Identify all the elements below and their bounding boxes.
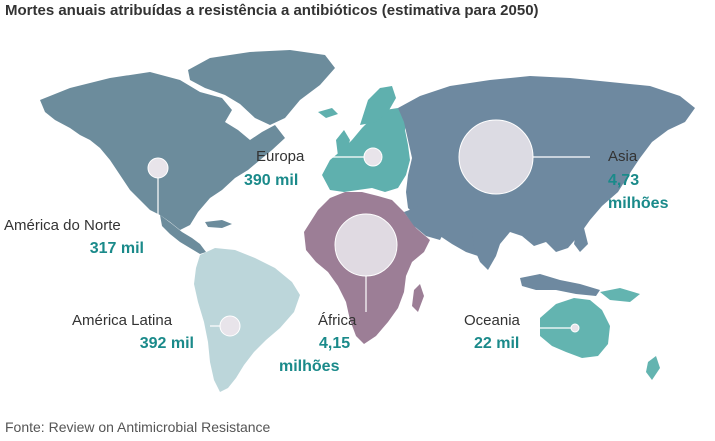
north-america-marker: [147, 157, 169, 220]
africa-value-line1: 4,15: [319, 335, 351, 352]
source-note: Fonte: Review on Antimicrobial Resistanc…: [5, 419, 271, 435]
madagascar-shape: [412, 284, 424, 312]
greenland-shape: [188, 50, 335, 125]
oceania-name: Oceania: [464, 312, 520, 329]
asia-value-line2: milhões: [608, 195, 669, 212]
new-zealand-shape: [646, 356, 660, 380]
new-guinea-shape: [600, 288, 640, 302]
arabia-shape: [404, 206, 446, 240]
africa-name: África: [318, 312, 357, 329]
india-shape: [472, 228, 502, 270]
oceania-marker: [536, 323, 580, 333]
europe-name: Europa: [256, 148, 305, 165]
oceania-value: 22 mil: [474, 335, 520, 352]
europe-marker: [329, 147, 383, 167]
philippines-shape: [574, 228, 588, 252]
asia-name: Asia: [608, 148, 638, 165]
uk-shape: [336, 130, 350, 156]
caribbean-shape: [205, 220, 232, 228]
latin-america-shape: [194, 248, 300, 392]
iceland-shape: [318, 108, 338, 118]
latin-america-value: 392 mil: [139, 335, 194, 352]
europe-value: 390 mil: [244, 172, 299, 189]
latin-america-name: América Latina: [72, 312, 173, 329]
asia-marker: [458, 119, 590, 195]
asia-shape: [398, 76, 695, 256]
north-america-shape: [40, 72, 285, 230]
indonesia-shape: [520, 274, 600, 296]
north-america-name: América do Norte: [4, 217, 121, 234]
africa-marker: [334, 213, 398, 312]
asia-value-line1: 4,73: [608, 172, 640, 189]
latin-america-marker: [210, 315, 241, 337]
africa-value-line2: milhões: [279, 358, 340, 375]
japan-shape: [614, 150, 634, 188]
chart-title: Mortes anuais atribuídas a resistência a…: [5, 2, 539, 19]
europe-shape: [322, 108, 410, 192]
scandinavia-shape: [360, 86, 396, 125]
north-america-value: 317 mil: [89, 240, 144, 257]
central-america-shape: [160, 215, 206, 254]
